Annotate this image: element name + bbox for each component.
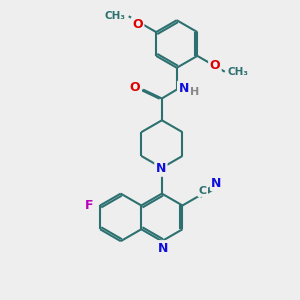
Text: N: N xyxy=(211,177,222,190)
Text: O: O xyxy=(210,59,220,72)
Text: N: N xyxy=(178,82,189,95)
Text: O: O xyxy=(130,81,140,94)
Text: N: N xyxy=(158,242,168,255)
Text: N: N xyxy=(156,162,166,175)
Text: CH₃: CH₃ xyxy=(228,67,249,77)
Text: O: O xyxy=(132,18,143,31)
Text: CH₃: CH₃ xyxy=(105,11,126,21)
Text: C: C xyxy=(199,186,207,196)
Text: H: H xyxy=(190,86,199,97)
Text: F: F xyxy=(85,199,94,212)
